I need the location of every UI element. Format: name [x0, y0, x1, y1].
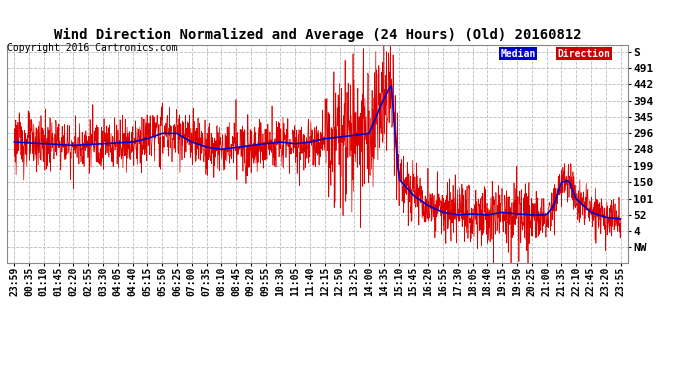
- Text: Median: Median: [500, 49, 535, 59]
- Title: Wind Direction Normalized and Average (24 Hours) (Old) 20160812: Wind Direction Normalized and Average (2…: [54, 28, 581, 42]
- Text: Copyright 2016 Cartronics.com: Copyright 2016 Cartronics.com: [7, 43, 177, 53]
- Text: Direction: Direction: [558, 49, 611, 59]
